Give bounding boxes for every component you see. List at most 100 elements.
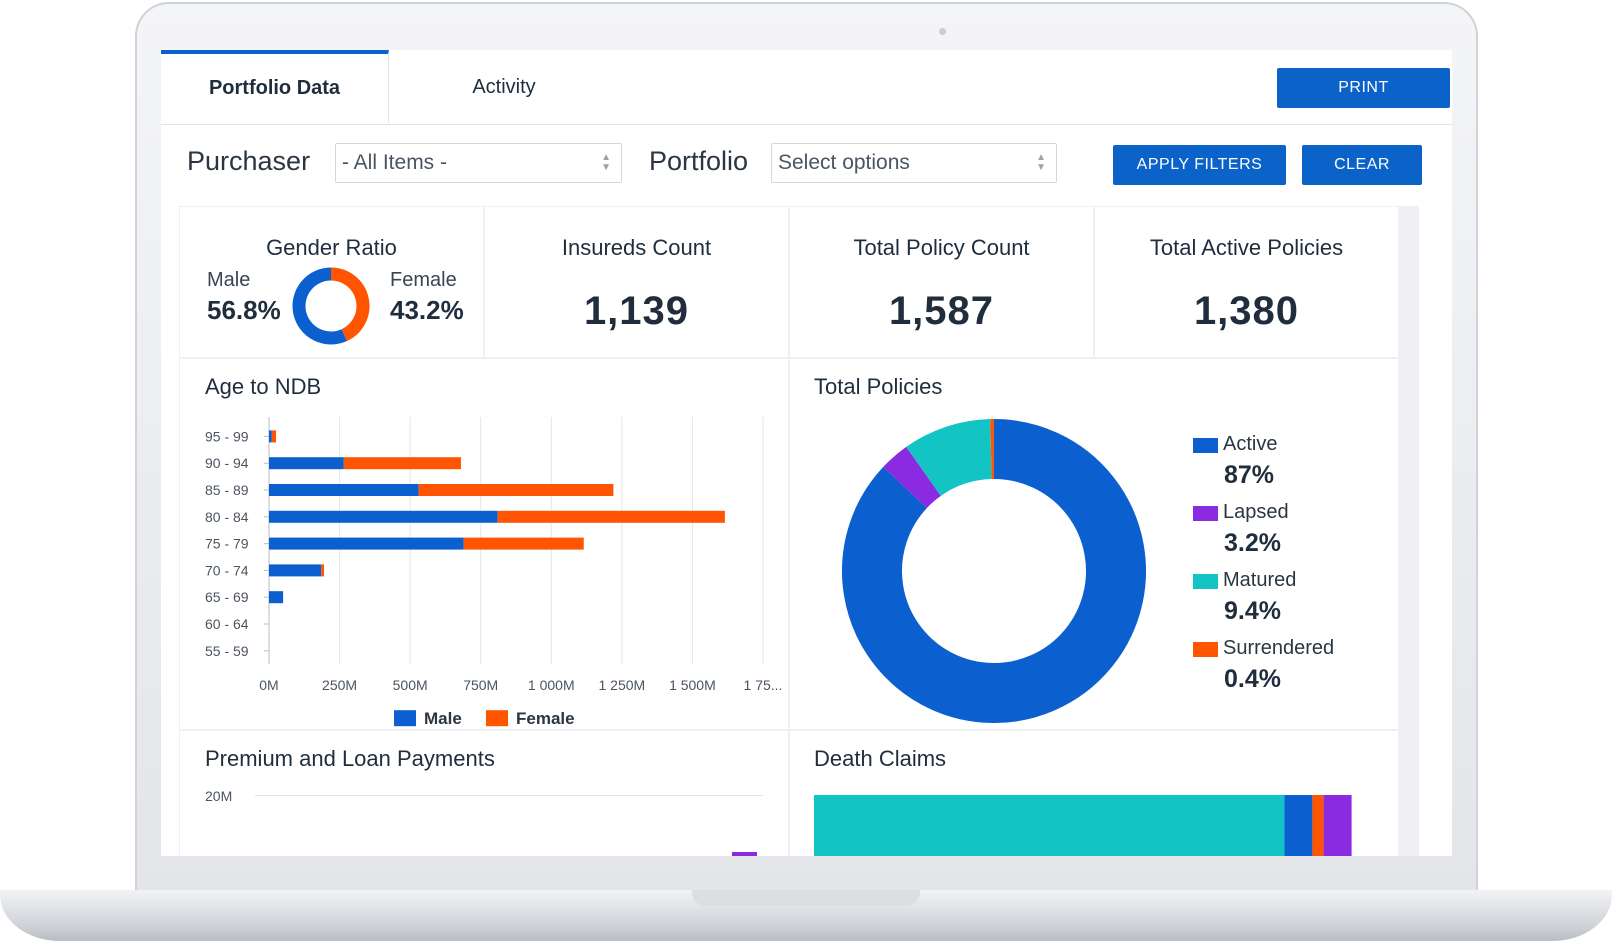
legend-value-surrendered: 0.4% bbox=[1224, 665, 1281, 693]
total-policy-count-title: Total Policy Count bbox=[853, 235, 1030, 260]
death-claims-title: Death Claims bbox=[814, 746, 947, 771]
bar-male bbox=[269, 510, 498, 523]
premium-bar bbox=[732, 852, 757, 856]
x-tick-label: 750M bbox=[463, 677, 498, 693]
bar-female bbox=[271, 430, 277, 443]
insureds-count-title: Insureds Count bbox=[561, 235, 712, 260]
tab-portfolio-data[interactable]: Portfolio Data bbox=[161, 50, 389, 123]
total-active-policies-card: Total Active Policies 1,380 bbox=[1095, 207, 1398, 357]
x-tick-label: 1 75... bbox=[744, 677, 783, 693]
legend-label-lapsed: Lapsed bbox=[1223, 501, 1289, 523]
gender-slice-male bbox=[292, 267, 347, 345]
bar-male bbox=[269, 484, 419, 496]
x-tick-label: 0M bbox=[259, 677, 278, 693]
insureds-count-value: 1,139 bbox=[583, 289, 690, 333]
male-value: 56.8% bbox=[207, 295, 281, 325]
gender-ratio-title: Gender Ratio bbox=[266, 235, 397, 260]
legend-swatch-lapsed bbox=[1193, 506, 1218, 521]
bar-female bbox=[418, 484, 614, 496]
death-claims-segment-purple bbox=[1323, 795, 1352, 856]
policies-slice-active bbox=[842, 419, 1146, 723]
premium-axis-tick: 20M bbox=[205, 788, 233, 804]
legend-label-surrendered: Surrendered bbox=[1223, 637, 1335, 659]
gender-ratio-card: Gender Ratio Male 56.8% Female 43.2% bbox=[180, 207, 483, 357]
y-tick-label: 85 - 89 bbox=[205, 482, 249, 498]
y-tick-label: 60 - 64 bbox=[205, 616, 249, 632]
y-tick-label: 65 - 69 bbox=[205, 589, 249, 605]
laptop-notch bbox=[692, 890, 920, 906]
y-tick-label: 90 - 94 bbox=[205, 455, 249, 471]
bar-male bbox=[269, 430, 272, 443]
total-policies-donut bbox=[842, 419, 1146, 723]
premium-loan-card: Premium and Loan Payments 20M bbox=[180, 731, 788, 856]
legend-value-active: 87% bbox=[1224, 461, 1275, 489]
total-policy-count-value: 1,587 bbox=[888, 289, 995, 333]
male-label: Male bbox=[207, 269, 251, 291]
x-tick-label: 250M bbox=[322, 677, 357, 693]
legend-label-female: Female bbox=[516, 709, 575, 728]
portfolio-placeholder: Select options bbox=[778, 151, 910, 174]
bar-female bbox=[497, 510, 725, 523]
bar-male bbox=[269, 591, 284, 604]
total-policies-card: Total Policies Active 87% Lapsed 3.2% Mature… bbox=[790, 359, 1398, 729]
purchaser-label: Purchaser bbox=[187, 146, 311, 176]
y-tick-label: 80 - 84 bbox=[205, 509, 249, 525]
bar-male bbox=[269, 537, 464, 550]
total-policies-title: Total Policies bbox=[814, 374, 943, 399]
legend-label-male: Male bbox=[424, 709, 462, 728]
legend-swatch-surrendered bbox=[1193, 642, 1218, 657]
death-claims-card: Death Claims bbox=[790, 731, 1398, 856]
bar-female bbox=[321, 564, 325, 577]
tab-activity[interactable]: Activity bbox=[472, 75, 536, 98]
clear-button[interactable]: CLEAR bbox=[1302, 145, 1422, 185]
print-button[interactable]: PRINT bbox=[1277, 68, 1450, 108]
premium-loan-title: Premium and Loan Payments bbox=[205, 746, 495, 771]
purchaser-value: - All Items - bbox=[342, 151, 448, 174]
legend-swatch-male bbox=[394, 710, 416, 727]
y-tick-label: 70 - 74 bbox=[205, 562, 249, 578]
dashboard-grid: Gender Ratio Male 56.8% Female 43.2% Ins… bbox=[179, 206, 1419, 856]
age-to-ndb-title: Age to NDB bbox=[205, 374, 322, 399]
total-active-policies-value: 1,380 bbox=[1193, 289, 1300, 333]
x-tick-label: 1 250M bbox=[599, 677, 646, 693]
total-active-policies-title: Total Active Policies bbox=[1149, 235, 1344, 260]
age-to-ndb-card: Age to NDB 95 - 99 90 - 94 85 - 89 80 - 84 7… bbox=[180, 359, 788, 729]
death-claims-segment-blue bbox=[1284, 795, 1313, 856]
gender-slice-female bbox=[330, 267, 370, 342]
death-claims-segment-teal bbox=[814, 795, 1285, 856]
legend-swatch-matured bbox=[1193, 574, 1218, 589]
legend-label-active: Active bbox=[1223, 433, 1278, 455]
y-tick-label: 95 - 99 bbox=[205, 428, 249, 444]
legend-value-lapsed: 3.2% bbox=[1224, 529, 1281, 557]
portfolio-label: Portfolio bbox=[649, 146, 749, 176]
female-label: Female bbox=[390, 269, 457, 291]
bar-female bbox=[343, 457, 461, 470]
insureds-count-card: Insureds Count 1,139 bbox=[485, 207, 788, 357]
y-tick-label: 55 - 59 bbox=[205, 643, 249, 659]
purchaser-select[interactable]: - All Items - ▲ ▼ bbox=[335, 143, 622, 183]
select-arrows-icon: ▲ ▼ bbox=[1036, 152, 1046, 173]
y-tick-label: 75 - 79 bbox=[205, 536, 249, 552]
death-claims-segment-orange bbox=[1312, 795, 1324, 856]
age-to-ndb-chart: 95 - 99 90 - 94 85 - 89 80 - 84 75 - 79 70 - … bbox=[205, 417, 783, 728]
apply-filters-button[interactable]: APPLY FILTERS bbox=[1113, 145, 1286, 185]
female-value: 43.2% bbox=[390, 295, 464, 325]
tab-bar: Portfolio Data Activity PRINT bbox=[161, 50, 1452, 125]
legend-value-matured: 9.4% bbox=[1224, 597, 1281, 625]
death-claims-chart bbox=[814, 795, 1352, 856]
x-tick-label: 1 000M bbox=[528, 677, 575, 693]
bar-male bbox=[269, 564, 322, 577]
camera-icon bbox=[939, 28, 946, 35]
x-tick-label: 500M bbox=[393, 677, 428, 693]
bar-female bbox=[463, 537, 584, 550]
select-arrows-icon: ▲ ▼ bbox=[601, 152, 611, 173]
gender-donut bbox=[292, 267, 370, 345]
legend-swatch-female bbox=[486, 710, 508, 727]
gridline bbox=[255, 795, 763, 796]
policies-slice-matured bbox=[906, 419, 993, 497]
screen: Portfolio Data Activity PRINT Purchaser … bbox=[161, 50, 1452, 856]
legend-swatch-active bbox=[1193, 438, 1218, 453]
x-tick-label: 1 500M bbox=[669, 677, 716, 693]
policies-slice-lapsed bbox=[883, 446, 942, 509]
portfolio-select[interactable]: Select options ▲ ▼ bbox=[771, 143, 1057, 183]
